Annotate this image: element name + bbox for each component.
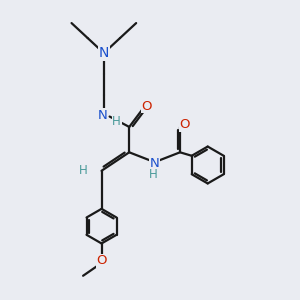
- Text: O: O: [96, 254, 107, 267]
- Text: H: H: [112, 115, 121, 128]
- Text: H: H: [79, 164, 88, 177]
- Text: N: N: [98, 109, 108, 122]
- Text: H: H: [149, 168, 158, 181]
- Text: N: N: [150, 157, 160, 170]
- Text: N: N: [99, 46, 109, 60]
- Text: O: O: [141, 100, 152, 113]
- Text: O: O: [179, 118, 190, 131]
